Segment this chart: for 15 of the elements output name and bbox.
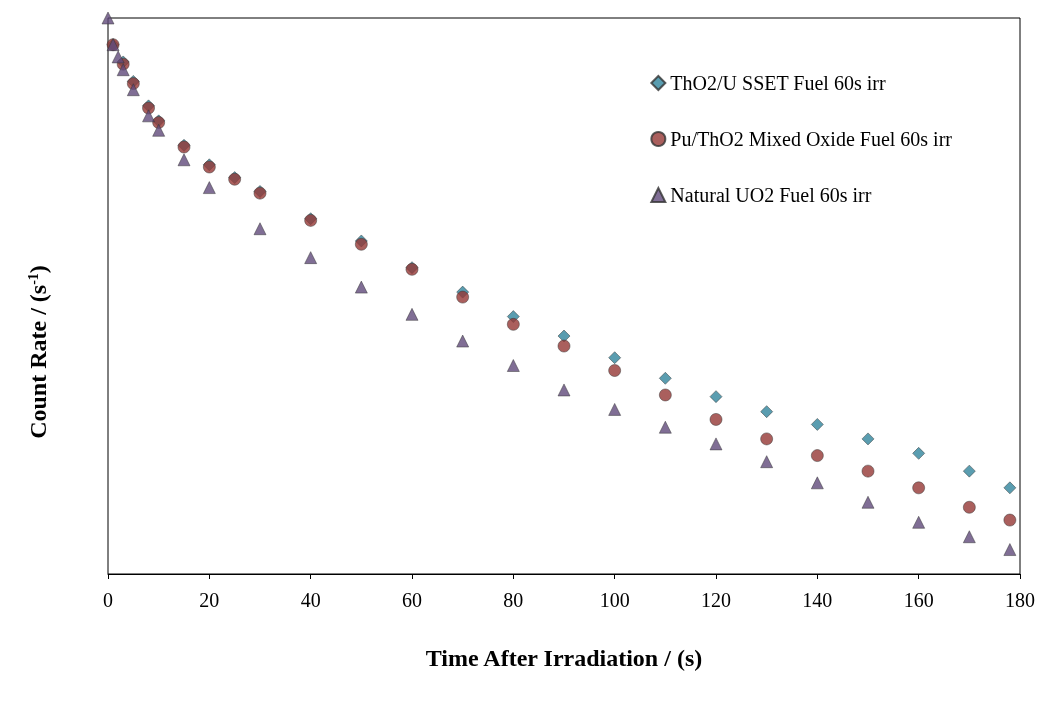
legend-label: ThO2/U SSET Fuel 60s irr [670,72,886,94]
x-tick-label: 140 [802,589,833,611]
legend-label: Pu/ThO2 Mixed Oxide Fuel 60s irr [670,128,953,150]
x-tick-label: 80 [503,589,524,611]
x-tick-label: 160 [903,589,934,611]
x-tick-label: 100 [599,589,630,611]
x-tick-label: 40 [300,589,321,611]
x-tick-label: 0 [103,589,113,611]
x-tick-label: 180 [1005,589,1035,611]
legend-label: Natural UO2 Fuel 60s irr [670,184,872,206]
x-tick-label: 60 [402,589,422,611]
x-tick-label: 120 [701,589,731,611]
x-axis-title: Time After Irradiation / (s) [425,645,703,671]
x-tick-label: 20 [199,589,220,611]
y-axis-title: Count Rate / (s-1) [25,265,51,439]
